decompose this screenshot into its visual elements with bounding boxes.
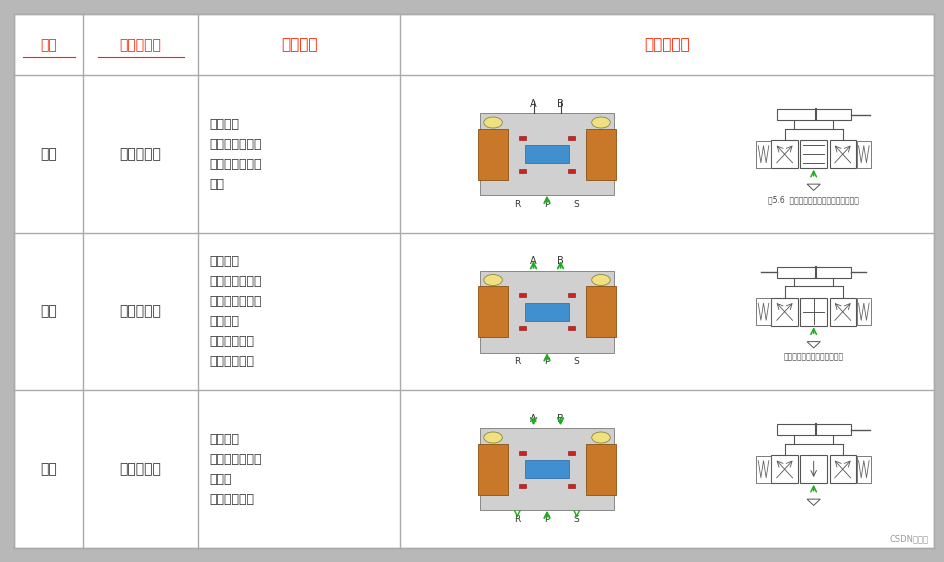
Bar	[519, 293, 526, 297]
Bar	[478, 444, 507, 495]
Bar	[855, 140, 870, 168]
Text: 内部先导
由外力决定活塞
的位置
可手拉动气缸: 内部先导 由外力决定活塞 的位置 可手拉动气缸	[210, 433, 261, 506]
Bar	[525, 145, 568, 163]
Bar	[770, 297, 797, 326]
Text: S: S	[573, 515, 579, 524]
Text: P: P	[544, 515, 549, 524]
Bar	[800, 140, 826, 169]
Bar	[755, 298, 770, 325]
Bar	[800, 455, 826, 483]
Text: 图5.6  三位五通中封式电控换向阀的应用: 图5.6 三位五通中封式电控换向阀的应用	[767, 195, 858, 204]
Text: 内部先导
任意位置短停留
内泄漏会使精度
不准: 内部先导 任意位置短停留 内泄漏会使精度 不准	[210, 117, 261, 191]
Text: P: P	[544, 357, 549, 366]
Text: 三位: 三位	[41, 462, 57, 476]
Bar	[770, 455, 797, 483]
Bar	[519, 483, 526, 488]
Bar	[525, 460, 568, 478]
Bar	[755, 456, 770, 483]
Circle shape	[591, 117, 610, 128]
Text: 三位五通中封式电控阀的应用: 三位五通中封式电控阀的应用	[783, 352, 843, 362]
Text: B: B	[557, 256, 564, 266]
Text: A: A	[530, 98, 536, 108]
Bar	[519, 451, 526, 455]
Text: R: R	[514, 357, 520, 366]
Bar	[567, 293, 574, 297]
Bar	[800, 297, 826, 326]
Text: B: B	[557, 98, 564, 108]
Text: 双电控中压: 双电控中压	[120, 305, 161, 319]
Bar	[478, 286, 507, 337]
Text: R: R	[514, 515, 520, 524]
Bar	[478, 129, 507, 180]
Bar	[585, 129, 615, 180]
Bar	[829, 455, 855, 483]
Bar	[776, 267, 850, 278]
Circle shape	[483, 117, 502, 128]
Bar	[479, 428, 614, 510]
Bar	[855, 456, 870, 483]
Text: 双电控中封: 双电控中封	[120, 147, 161, 161]
Bar	[519, 326, 526, 330]
Text: 三位: 三位	[41, 147, 57, 161]
Bar	[755, 140, 770, 168]
Text: A: A	[530, 414, 536, 424]
Bar	[829, 140, 855, 169]
Bar	[567, 451, 574, 455]
Bar	[567, 326, 574, 330]
Bar	[479, 271, 614, 352]
Bar	[519, 169, 526, 173]
Text: 双电控中泄: 双电控中泄	[120, 462, 161, 476]
Bar	[567, 169, 574, 173]
Text: 三位: 三位	[41, 305, 57, 319]
Circle shape	[591, 432, 610, 443]
Text: B: B	[557, 414, 564, 424]
Bar	[770, 140, 797, 169]
Bar	[567, 483, 574, 488]
Bar	[855, 298, 870, 325]
Bar	[585, 286, 615, 337]
Bar	[567, 136, 574, 140]
Text: 通口和控制: 通口和控制	[120, 38, 161, 52]
Bar	[776, 110, 850, 120]
Circle shape	[483, 274, 502, 285]
Text: 内部先导
任意位置停止，
负载过大时的位
置不固定
双活塞杆气缸
比中封效果好: 内部先导 任意位置停止， 负载过大时的位 置不固定 双活塞杆气缸 比中封效果好	[210, 255, 261, 368]
Text: 换向示意图: 换向示意图	[644, 37, 689, 52]
Text: R: R	[514, 200, 520, 209]
Circle shape	[483, 432, 502, 443]
Bar	[479, 114, 614, 195]
Text: 功能特点: 功能特点	[280, 37, 317, 52]
Bar	[585, 444, 615, 495]
Bar	[525, 303, 568, 321]
Circle shape	[591, 274, 610, 285]
Text: A: A	[530, 256, 536, 266]
Text: 位置: 位置	[41, 38, 57, 52]
Text: S: S	[573, 200, 579, 209]
Bar	[519, 136, 526, 140]
Text: P: P	[544, 200, 549, 209]
Bar	[829, 297, 855, 326]
Bar	[776, 424, 850, 436]
Text: S: S	[573, 357, 579, 366]
Text: CSDN广思愉: CSDN广思愉	[889, 534, 928, 543]
